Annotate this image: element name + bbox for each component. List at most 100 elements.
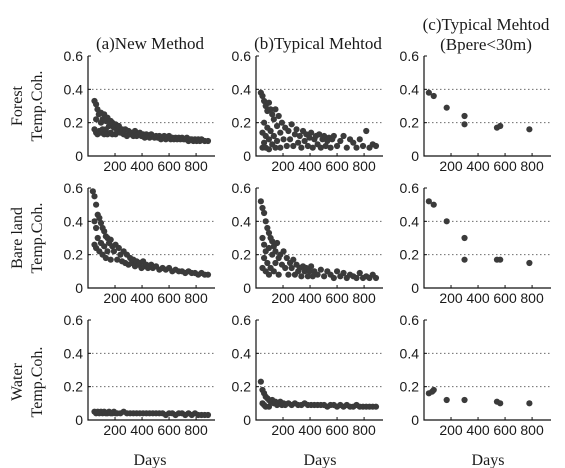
x-tick-label: 600: [325, 158, 349, 174]
data-point: [314, 271, 321, 278]
data-point: [461, 121, 468, 128]
xlabel-a: Days: [134, 452, 167, 468]
data-point: [283, 142, 290, 150]
y-tick-label: 0.4: [232, 345, 252, 361]
y-tick-label: 0.6: [232, 312, 252, 328]
x-tick-label: 600: [157, 290, 181, 306]
row-label-bare-land: Bare land Temp.Coh.: [9, 203, 46, 274]
x-tick-label: 200: [103, 158, 127, 174]
data-point: [461, 234, 468, 242]
data-point: [93, 101, 100, 108]
x-tick-label: 400: [130, 422, 154, 438]
axis-frame: [87, 320, 215, 421]
x-tick-label: 600: [325, 290, 349, 306]
data-point: [267, 127, 274, 135]
x-tick-label: 400: [298, 290, 322, 306]
data-point: [333, 268, 341, 275]
data-point: [330, 132, 337, 140]
x-tick-label: 800: [520, 290, 544, 306]
data-point: [91, 193, 98, 200]
x-tick-label: 200: [103, 290, 127, 306]
data-point: [372, 403, 380, 410]
axis-frame: [423, 188, 551, 289]
x-tick-label: 600: [493, 290, 517, 306]
data-point: [291, 131, 299, 138]
data-point: [96, 214, 103, 222]
data-point: [282, 264, 289, 272]
data-point: [269, 238, 276, 245]
data-point: [265, 136, 273, 143]
x-tick-label: 800: [352, 290, 376, 306]
data-point: [353, 274, 360, 282]
data-point: [265, 229, 273, 237]
column-title-a: (a)New Method: [96, 34, 205, 53]
y-tick-label: 0.4: [64, 345, 84, 361]
data-point: [461, 112, 468, 120]
data-point: [340, 132, 347, 140]
y-tick-label: 0: [243, 280, 251, 296]
panel-3-2: 0 0.2 0.4 0.6 200 400 600 800: [232, 312, 383, 438]
x-tick-label: 600: [493, 422, 517, 438]
data-point: [425, 89, 432, 96]
x-tick-label: 200: [271, 422, 295, 438]
data-point: [461, 396, 468, 404]
data-point: [261, 209, 268, 217]
panel-2-2: 0 0.2 0.4 0.6 200 400 600 800: [232, 180, 383, 306]
data-point: [257, 198, 264, 205]
data-point: [296, 132, 303, 140]
data-point: [280, 136, 287, 143]
y-tick-label: 0.2: [232, 115, 252, 131]
data-point: [272, 106, 279, 113]
x-tick-label: 200: [103, 422, 127, 438]
y-tick-label: 0: [243, 412, 251, 428]
y-tick-label: 0.4: [232, 213, 252, 229]
data-point: [298, 273, 305, 280]
y-tick-label: 0.4: [400, 213, 420, 229]
xlabel-c: Days: [472, 452, 505, 468]
axis-frame: [423, 56, 551, 157]
data-point: [283, 254, 290, 262]
data-point: [372, 274, 380, 282]
y-tick-label: 0.6: [400, 312, 420, 328]
data-point: [461, 256, 468, 263]
row-name-bare-land: Bare land: [9, 207, 26, 269]
data-point: [443, 218, 450, 225]
panel-3-3: 0 0.2 0.4 0.6 200 400 600 800: [400, 312, 551, 438]
data-point: [259, 92, 266, 100]
data-point: [277, 129, 284, 136]
data-point: [267, 106, 274, 113]
x-tick-label: 800: [184, 422, 208, 438]
data-point: [93, 224, 100, 232]
y-tick-label: 0: [411, 148, 419, 164]
y-tick-label: 0.4: [400, 81, 420, 97]
data-point: [293, 126, 300, 133]
data-point: [295, 139, 302, 146]
data-point: [497, 256, 504, 263]
data-point: [259, 204, 266, 212]
x-tick-label: 800: [352, 422, 376, 438]
y-tick-label: 0.2: [64, 247, 84, 263]
data-point: [290, 256, 297, 263]
data-point: [269, 111, 276, 118]
data-point: [285, 271, 292, 278]
y-tick-label: 0.4: [400, 345, 420, 361]
data-point: [301, 137, 308, 145]
data-point: [93, 201, 100, 208]
data-point: [275, 112, 282, 120]
data-point: [309, 273, 316, 280]
data-point: [430, 386, 437, 394]
x-tick-label: 800: [184, 290, 208, 306]
row-name-forest: Forest: [9, 85, 26, 126]
data-point: [273, 137, 281, 145]
data-point: [304, 142, 311, 150]
data-point: [272, 259, 279, 267]
panel-2-3: 0 0.2 0.4 0.6 200 400 600 800: [400, 180, 551, 306]
column-title-b: (b)Typical Mehtod: [254, 34, 382, 53]
y-tick-label: 0.2: [400, 379, 420, 395]
data-point: [280, 248, 287, 255]
data-point: [333, 142, 341, 150]
data-point: [262, 218, 269, 225]
y-tick-label: 0.6: [64, 312, 84, 328]
